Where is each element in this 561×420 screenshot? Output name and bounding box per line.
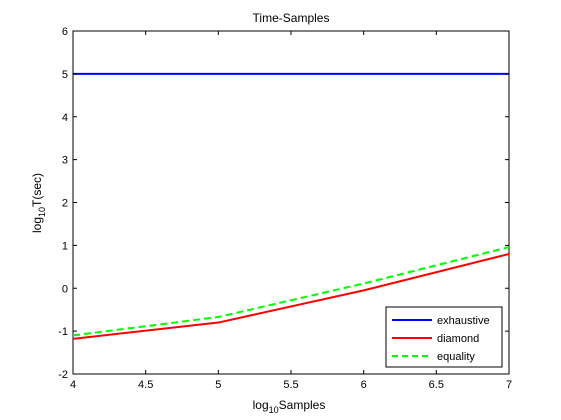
x-tick-label: 5.5 [283,379,298,391]
x-tick-label: 4 [70,379,76,391]
series-line-diamond [72,252,510,340]
x-axis-label-base: log [253,398,269,412]
x-tick-label: 4.5 [138,379,153,391]
legend-label-equality: equality [437,351,475,363]
x-axis-label-subscript: 10 [269,405,279,415]
x-tick-label: 7 [506,379,512,391]
legend-label-exhaustive: exhaustive [437,315,490,327]
y-tick-label: -2 [58,369,68,381]
ticks-layer: 4 4.5 5 5.5 6 6.5 7 -2 -1 0 1 2 3 4 5 6 [58,26,512,391]
y-tick-label: 4 [62,112,68,124]
x-tick-label: 5 [215,379,221,391]
y-tick-label: 0 [62,283,68,295]
y-axis-label-base: log [30,217,44,233]
y-axis-label: log10T(sec) [30,173,47,233]
x-axis-label: log10Samples [253,398,326,415]
y-tick-label: 6 [62,26,68,38]
x-tick-label: 6.5 [429,379,444,391]
chart-title: Time-Samples [253,11,330,25]
y-tick-label: -1 [58,326,68,338]
x-axis-label-rest: Samples [279,398,326,412]
y-tick-label: 5 [62,69,68,81]
legend-label-diamond: diamond [437,333,479,345]
legend: exhaustive diamond equality [385,306,503,368]
y-axis-label-subscript: 10 [37,207,47,217]
y-tick-label: 1 [62,240,68,252]
x-tick-label: 6 [361,379,367,391]
y-tick-label: 3 [62,155,68,167]
series-layer [72,72,510,340]
series-line-equality [72,246,510,337]
y-axis-label-rest: T(sec) [30,173,44,207]
y-tick-label: 2 [62,198,68,210]
